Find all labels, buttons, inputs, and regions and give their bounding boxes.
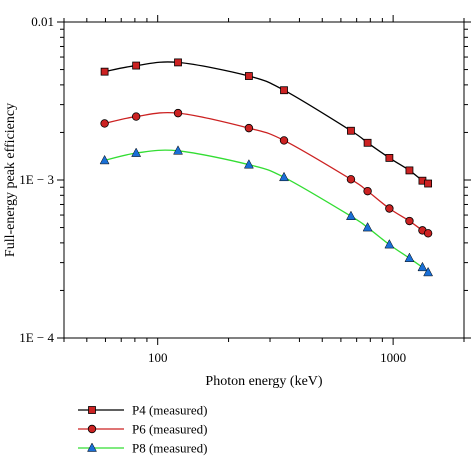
y-axis-title: Full-energy peak efficiency (3, 103, 18, 257)
legend-marker-2 (87, 424, 97, 434)
data-point-1 (405, 166, 414, 175)
data-point-2 (173, 108, 183, 118)
legend-label-2: P6 (measured) (132, 422, 207, 437)
series-line-1 (104, 61, 429, 185)
x-tick-label: 100 (148, 350, 168, 365)
series-line-2 (104, 111, 429, 234)
data-point-1 (363, 138, 372, 147)
data-point-1 (132, 61, 141, 70)
series-markers (99, 58, 434, 277)
data-point-3 (99, 154, 110, 165)
data-point-3 (279, 171, 289, 182)
data-point-3 (417, 261, 428, 272)
data-point-2 (244, 123, 254, 133)
data-point-1 (244, 72, 253, 80)
data-point-1 (174, 58, 182, 67)
x-tick-label: 1000 (380, 350, 406, 365)
data-point-3 (404, 252, 415, 262)
data-point-3 (362, 222, 373, 232)
series-curves (104, 61, 429, 273)
data-point-2 (131, 112, 141, 121)
data-point-3 (384, 239, 395, 249)
data-point-2 (363, 186, 372, 196)
data-point-3 (131, 147, 142, 157)
data-point-2 (423, 229, 433, 238)
data-point-2 (279, 136, 289, 145)
series-line-3 (104, 149, 429, 273)
legend-label-1: P4 (measured) (132, 403, 207, 418)
data-point-2 (346, 175, 356, 184)
y-tick-label: 1E − 3 (19, 172, 54, 187)
axis-ticks: 100 1000 0.01 1E − 3 1E − 4 (19, 14, 471, 365)
y-tick-label: 0.01 (31, 14, 54, 29)
data-point-3 (423, 266, 434, 277)
legend-marker-3 (87, 442, 97, 452)
data-point-1 (100, 67, 109, 76)
data-point-1 (385, 153, 394, 162)
data-point-1 (424, 179, 433, 188)
data-point-2 (405, 216, 414, 226)
data-point-1 (280, 86, 288, 95)
legend-label-3: P8 (measured) (132, 441, 207, 456)
plot-frame (63, 21, 465, 339)
data-point-3 (173, 145, 183, 155)
legend-marker-1 (88, 406, 96, 414)
data-point-3 (243, 159, 254, 169)
x-axis-title: Photon energy (keV) (205, 374, 322, 389)
data-point-1 (347, 126, 355, 135)
y-tick-label: 1E − 4 (19, 330, 54, 345)
legend: P4 (measured) P6 (measured) P8 (measured) (78, 403, 207, 456)
data-point-2 (385, 204, 394, 213)
data-point-2 (100, 119, 109, 128)
data-point-3 (346, 210, 356, 220)
